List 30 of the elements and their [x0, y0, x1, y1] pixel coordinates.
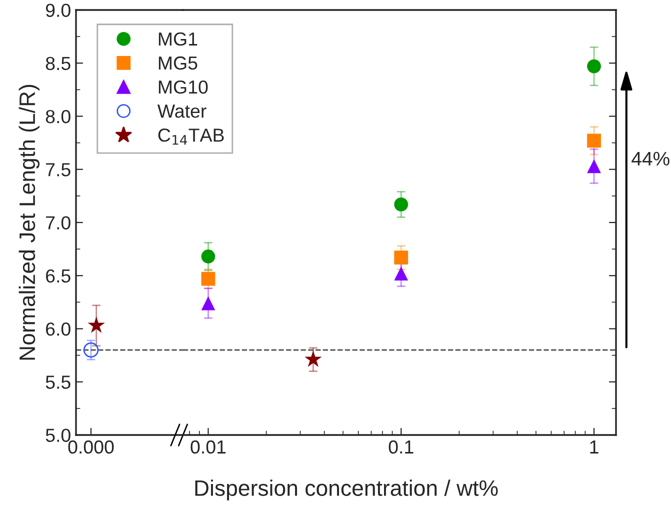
legend-label: MG10 [158, 80, 208, 94]
point [394, 266, 408, 280]
point [587, 159, 601, 174]
y-tick-label: 6.0 [46, 322, 70, 336]
y-tick-label: 5.5 [46, 376, 70, 389]
x-axis-title: Dispersion concentration / wt% [195, 480, 498, 500]
y-tick-label: 9.0 [46, 4, 70, 17]
point [587, 59, 601, 74]
y-tick-label: 6.5 [46, 269, 70, 283]
point [201, 296, 216, 310]
point [394, 197, 408, 212]
x-tick-label: 0.01 [190, 440, 226, 454]
y-axis-title: Normalized Jet Length (L/R) [18, 84, 40, 360]
x-tick-label: 0.1 [388, 440, 414, 454]
y-tick-label: 7.0 [46, 216, 70, 230]
y-tick-label: 8.0 [46, 110, 70, 124]
legend-label: Water [157, 104, 206, 118]
y-tick-label: 8.5 [46, 56, 70, 70]
text: 44% [632, 152, 670, 166]
point [201, 272, 216, 286]
y-tick-label: 7.5 [46, 163, 70, 176]
point [201, 250, 216, 264]
legend-label: MG5 [158, 56, 198, 70]
point [394, 250, 408, 265]
x-tick-label: 0.000 [68, 440, 114, 454]
legend-label: MG1 [158, 32, 198, 46]
x-tick-label: 1 [590, 440, 598, 454]
legend-label: C$_{14}$TAB [158, 128, 224, 145]
y-tick-label: 5.0 [46, 428, 70, 442]
point [587, 134, 601, 148]
